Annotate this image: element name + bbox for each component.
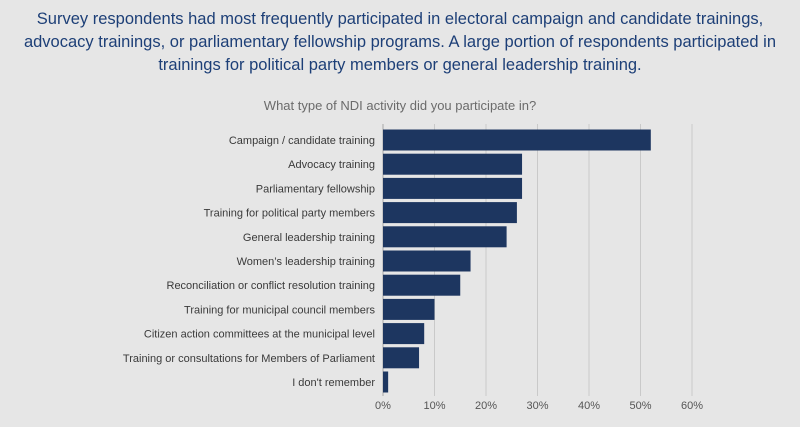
category-label: Citizen action committees at the municip… bbox=[144, 329, 375, 341]
x-tick-label: 30% bbox=[526, 400, 548, 412]
x-tick-label: 50% bbox=[629, 400, 651, 412]
category-label: Advocacy training bbox=[288, 159, 375, 171]
x-tick-label: 10% bbox=[423, 400, 445, 412]
category-label: General leadership training bbox=[243, 232, 375, 244]
category-labels: Campaign / candidate training Advocacy tr… bbox=[123, 135, 376, 389]
x-tick-label: 60% bbox=[681, 400, 703, 412]
category-label: Training or consultations for Members of… bbox=[123, 353, 375, 365]
bar bbox=[383, 323, 425, 345]
bar bbox=[383, 202, 517, 224]
bar bbox=[383, 298, 435, 320]
category-label: Training for municipal council members bbox=[184, 304, 375, 316]
category-label: Parliamentary fellowship bbox=[256, 183, 375, 195]
bar bbox=[383, 153, 523, 175]
x-tick-label: 0% bbox=[375, 400, 391, 412]
bar bbox=[383, 347, 420, 369]
category-label: I don't remember bbox=[292, 377, 375, 389]
category-label: Women’s leadership training bbox=[237, 256, 375, 268]
category-label: Training for political party members bbox=[204, 208, 376, 220]
bar bbox=[383, 226, 507, 248]
x-tick-labels: 0% 10% 20% 30% 40% 50% 60% bbox=[375, 400, 703, 412]
bar bbox=[383, 274, 461, 296]
bar bbox=[383, 371, 389, 393]
category-label: Campaign / candidate training bbox=[229, 135, 375, 147]
category-label: Reconciliation or conflict resolution tr… bbox=[167, 280, 376, 292]
bar bbox=[383, 177, 523, 199]
x-tick-label: 40% bbox=[578, 400, 600, 412]
bar bbox=[383, 129, 651, 151]
x-tick-label: 20% bbox=[475, 400, 497, 412]
bar bbox=[383, 250, 471, 272]
chart-title: What type of NDI activity did you partic… bbox=[263, 98, 537, 113]
headline: Survey respondents had most frequently p… bbox=[23, 10, 777, 74]
bars bbox=[383, 129, 651, 393]
